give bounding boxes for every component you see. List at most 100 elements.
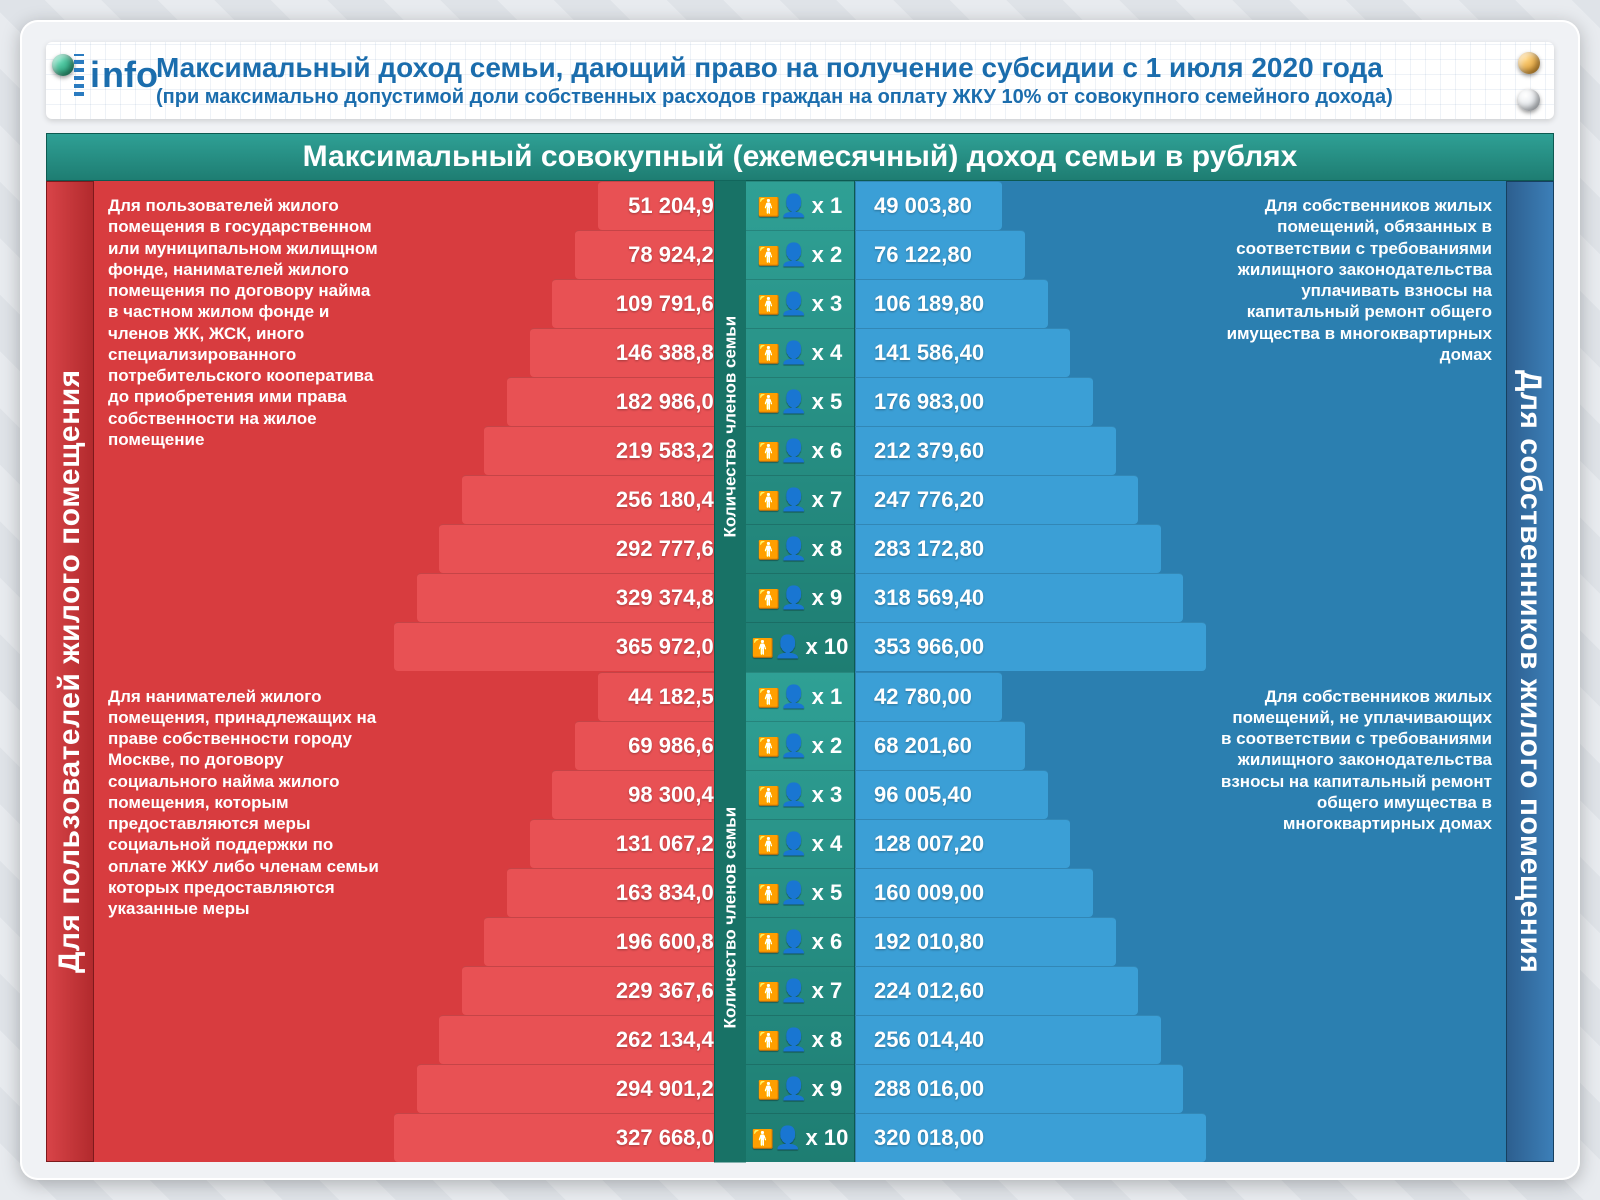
center-label: Количество членов семьи [714, 672, 746, 1163]
banner-title: Максимальный доход семьи, дающий право н… [156, 52, 1506, 84]
value-left: 327 668,00 [394, 1113, 745, 1162]
person-icon: 👤 [758, 978, 808, 1004]
logo: info [74, 54, 158, 96]
value-left: 329 374,80 [417, 573, 745, 622]
desc-right: Для собственников жилых помещений, не уп… [1206, 672, 1506, 1163]
person-icon: 👤 [758, 831, 808, 857]
value-right: 353 966,00 [855, 622, 1206, 671]
pyramid-right: 49 003,8076 122,80106 189,80141 586,4017… [855, 181, 1206, 672]
family-size: 👤 x 9 [746, 1064, 854, 1113]
value-left: 229 367,60 [462, 966, 745, 1015]
person-icon: 👤 [758, 340, 808, 366]
family-size: 👤 x 1 [746, 181, 854, 230]
value-right: 320 018,00 [855, 1113, 1206, 1162]
person-icon: 👤 [758, 438, 808, 464]
family-size: 👤 x 5 [746, 377, 854, 426]
value-right: 192 010,80 [855, 917, 1116, 966]
family-size: 👤 x 7 [746, 475, 854, 524]
desc-left: Для пользователей жилого помещения в гос… [94, 181, 394, 672]
value-right: 128 007,20 [855, 819, 1070, 868]
value-left: 163 834,00 [507, 868, 745, 917]
value-left: 131 067,20 [530, 819, 745, 868]
value-right: 76 122,80 [855, 230, 1025, 279]
value-right: 224 012,60 [855, 966, 1138, 1015]
value-left: 292 777,60 [439, 524, 745, 573]
mega-header: Максимальный совокупный (ежемесячный) до… [46, 133, 1554, 181]
person-icon: 👤 [758, 929, 808, 955]
person-icon: 👤 [758, 684, 808, 710]
center-column: Количество членов семьи👤 x 1👤 x 2👤 x 3👤 … [745, 181, 855, 672]
family-size: 👤 x 10 [746, 1113, 854, 1162]
pyramid-right: 42 780,0068 201,6096 005,40128 007,20160… [855, 672, 1206, 1163]
center-label: Количество членов семьи [714, 181, 746, 672]
value-left: 365 972,00 [394, 622, 745, 671]
person-icon: 👤 [758, 782, 808, 808]
family-size: 👤 x 4 [746, 819, 854, 868]
logo-letter: nfo [102, 54, 158, 96]
value-right: 212 379,60 [855, 426, 1116, 475]
pyramid-left: 51 204,9078 924,20109 791,60146 388,8018… [394, 181, 745, 672]
family-size: 👤 x 9 [746, 573, 854, 622]
value-right: 49 003,80 [855, 181, 1002, 230]
value-right: 256 014,40 [855, 1015, 1161, 1064]
family-size: 👤 x 6 [746, 426, 854, 475]
infographic-card: info Максимальный доход семьи, дающий пр… [20, 20, 1580, 1180]
center-column: Количество членов семьи👤 x 1👤 x 2👤 x 3👤 … [745, 672, 855, 1163]
pin-icon [1518, 52, 1540, 74]
person-icon: 👤 [758, 880, 808, 906]
person-icon: 👤 [758, 193, 808, 219]
desc-left: Для нанимателей жилого помещения, принад… [94, 672, 394, 1163]
side-label-left: Для пользователей жилого помещения [46, 181, 94, 1162]
person-icon: 👤 [758, 585, 808, 611]
pin-icon [52, 54, 74, 76]
family-size: 👤 x 5 [746, 868, 854, 917]
family-size: 👤 x 8 [746, 1015, 854, 1064]
section-bottom: Для нанимателей жилого помещения, принад… [94, 672, 1506, 1163]
side-label-right: Для собственников жилого помещения [1506, 181, 1554, 1162]
family-size: 👤 x 3 [746, 279, 854, 328]
pin-icon [1518, 89, 1540, 111]
desc-right: Для собственников жилых помещений, обяза… [1206, 181, 1506, 672]
person-icon: 👤 [758, 733, 808, 759]
person-icon: 👤 [752, 1125, 802, 1151]
value-left: 182 986,00 [507, 377, 745, 426]
value-left: 256 180,40 [462, 475, 745, 524]
family-size: 👤 x 2 [746, 721, 854, 770]
family-size: 👤 x 4 [746, 328, 854, 377]
value-left: 196 600,80 [484, 917, 745, 966]
value-right: 141 586,40 [855, 328, 1070, 377]
main-grid: Максимальный совокупный (ежемесячный) до… [46, 133, 1554, 1162]
value-right: 106 189,80 [855, 279, 1048, 328]
value-right: 288 016,00 [855, 1064, 1183, 1113]
value-left: 294 901,20 [417, 1064, 745, 1113]
person-icon: 👤 [758, 291, 808, 317]
value-left: 146 388,80 [530, 328, 745, 377]
value-right: 176 983,00 [855, 377, 1093, 426]
family-size: 👤 x 2 [746, 230, 854, 279]
value-left: 219 583,20 [484, 426, 745, 475]
pyramid-left: 44 182,5069 986,6098 300,40131 067,20163… [394, 672, 745, 1163]
value-right: 283 172,80 [855, 524, 1161, 573]
family-size: 👤 x 3 [746, 770, 854, 819]
person-icon: 👤 [758, 536, 808, 562]
value-right: 68 201,60 [855, 721, 1025, 770]
value-right: 247 776,20 [855, 475, 1138, 524]
person-icon: 👤 [752, 634, 802, 660]
family-size: 👤 x 10 [746, 622, 854, 671]
family-size: 👤 x 7 [746, 966, 854, 1015]
value-right: 96 005,40 [855, 770, 1048, 819]
family-size: 👤 x 1 [746, 672, 854, 721]
value-right: 318 569,40 [855, 573, 1183, 622]
logo-letter: i [90, 54, 100, 96]
value-right: 42 780,00 [855, 672, 1002, 721]
person-icon: 👤 [758, 242, 808, 268]
banner-subtitle: (при максимально допустимой доли собстве… [156, 86, 1506, 109]
value-left: 262 134,40 [439, 1015, 745, 1064]
person-icon: 👤 [758, 1027, 808, 1053]
person-icon: 👤 [758, 389, 808, 415]
title-banner: info Максимальный доход семьи, дающий пр… [46, 42, 1554, 119]
person-icon: 👤 [758, 1076, 808, 1102]
value-right: 160 009,00 [855, 868, 1093, 917]
family-size: 👤 x 8 [746, 524, 854, 573]
person-icon: 👤 [758, 487, 808, 513]
